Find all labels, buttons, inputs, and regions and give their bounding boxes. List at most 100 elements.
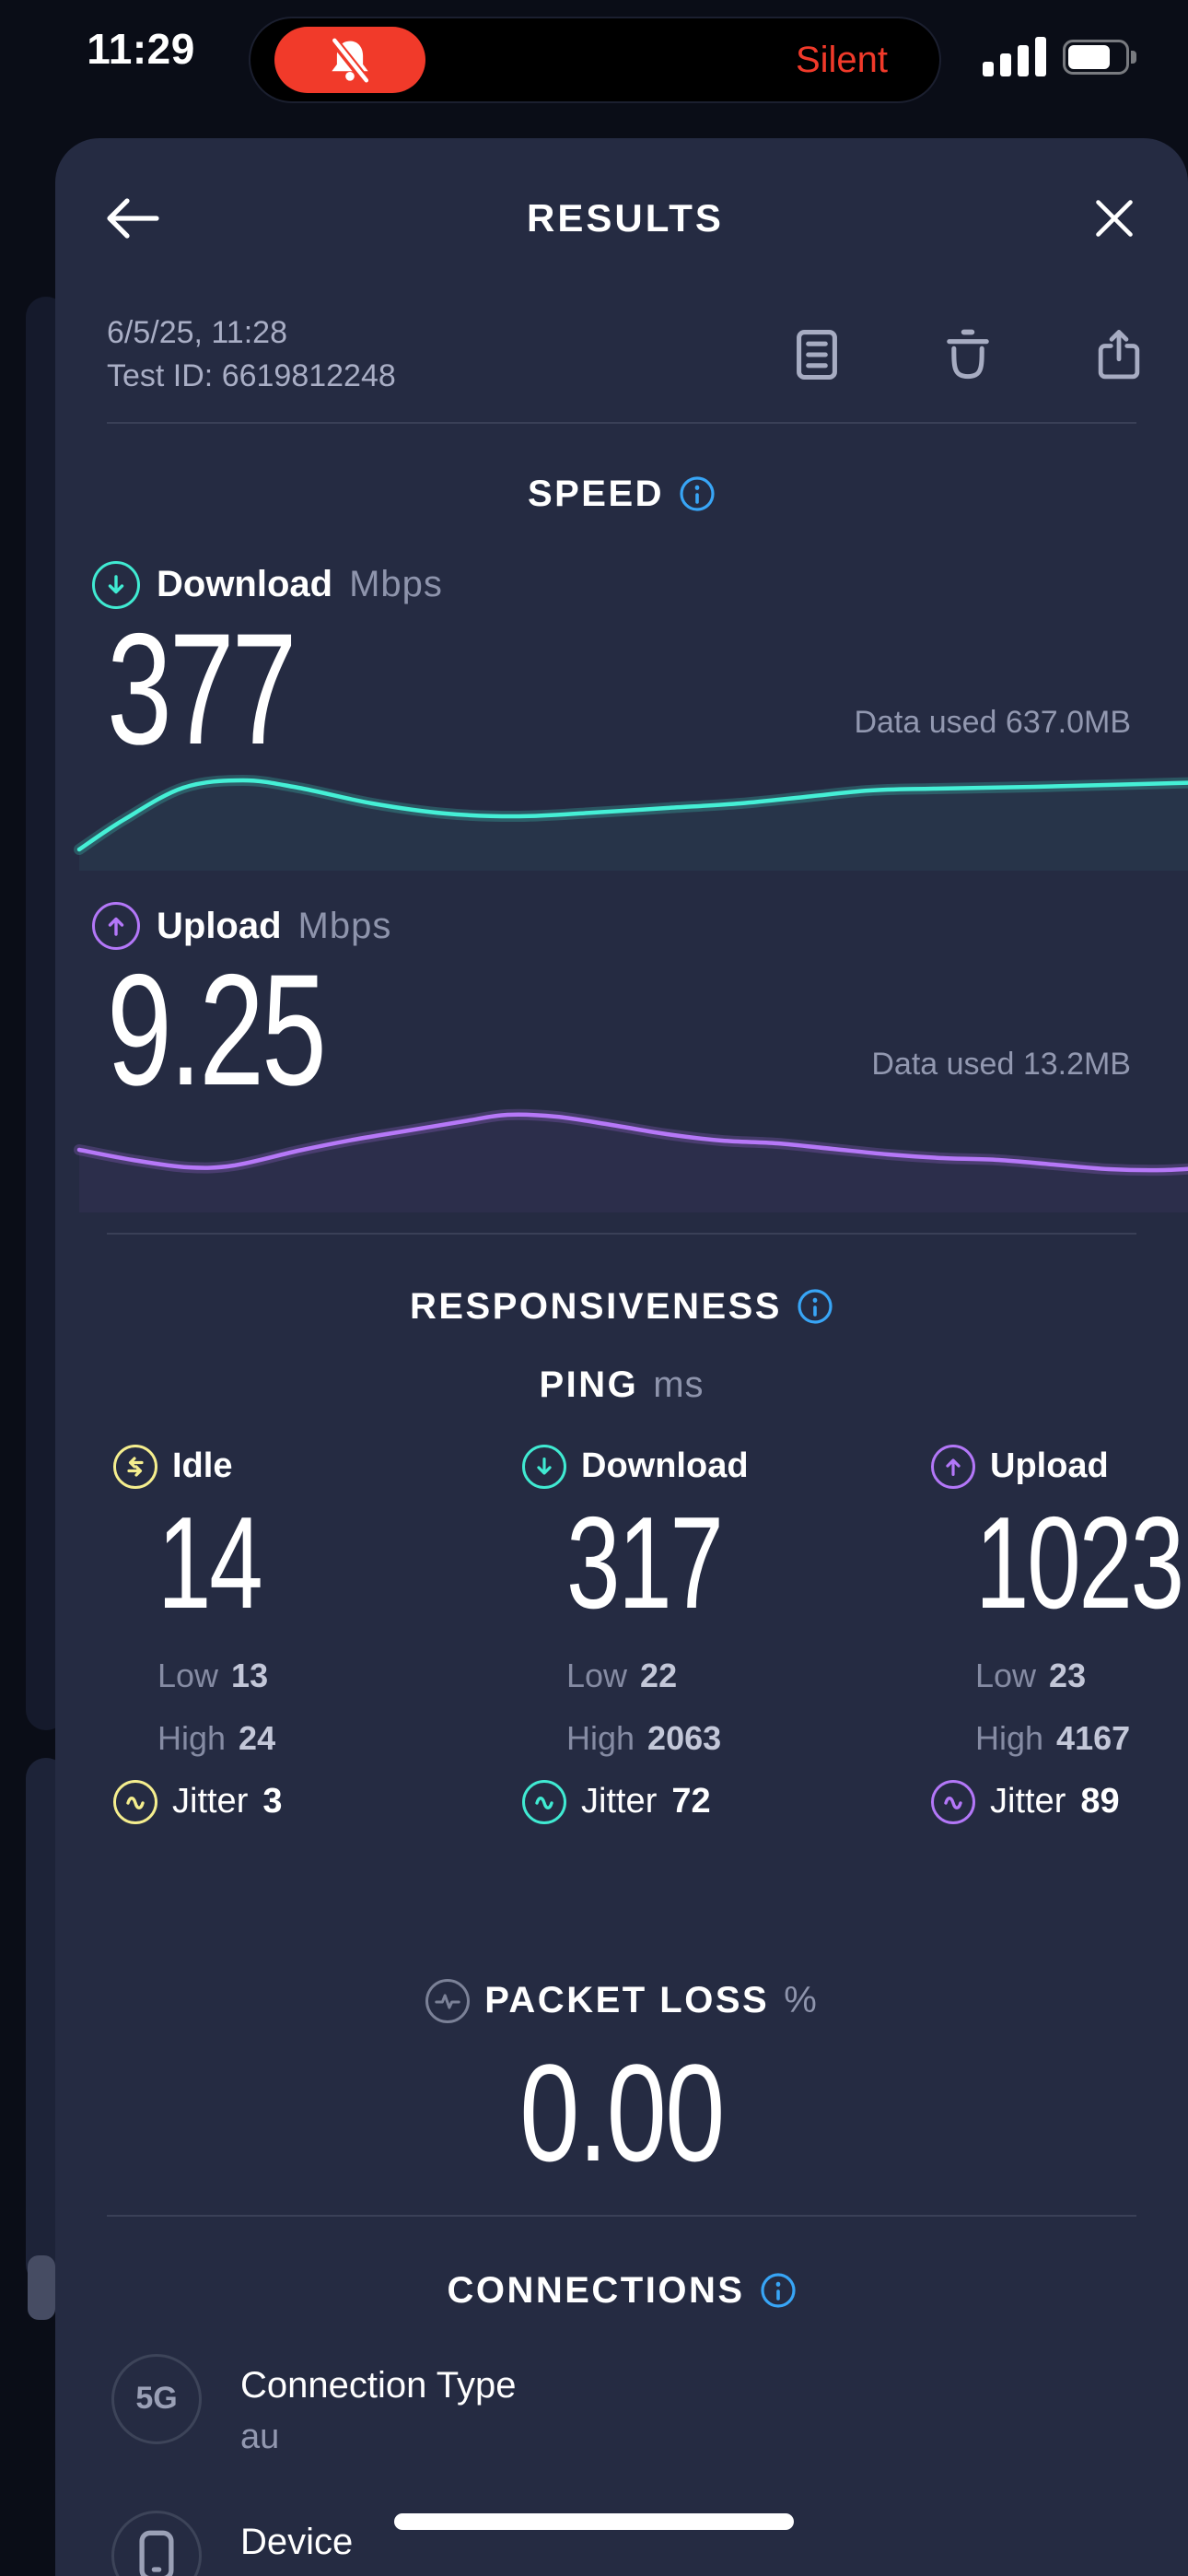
info-icon[interactable] <box>797 1288 833 1325</box>
results-header: RESULTS <box>55 138 1188 251</box>
jitter-icon <box>931 1779 975 1824</box>
upload-label: Upload <box>157 905 282 946</box>
share-icon <box>1098 329 1140 380</box>
packet-loss-value: 0.00 <box>519 2034 725 2190</box>
upload-sparkline <box>74 1108 1188 1212</box>
battery-icon <box>1063 39 1136 75</box>
cellular-signal-icon <box>983 37 1046 76</box>
upload-high-value: 4167 <box>1056 1718 1131 1757</box>
ping-title: PING ms <box>55 1364 1188 1406</box>
download-low-value: 22 <box>640 1656 678 1694</box>
ping-columns: Idle 14 Low 13 High 24 Jitter 3 <box>55 1444 1188 1824</box>
download-ping-value: 317 <box>566 1489 724 1636</box>
background-card-edge <box>28 2255 55 2320</box>
device-label: Device <box>240 2521 354 2562</box>
ping-title-label: PING <box>539 1364 639 1405</box>
download-ping-label: Download <box>581 1446 749 1486</box>
result-details-button[interactable] <box>792 327 842 382</box>
trash-icon <box>947 329 989 380</box>
device-value: iPhone 14 Pro Max <box>240 2574 538 2576</box>
download-circle-icon <box>522 1444 566 1489</box>
packet-loss-unit: % <box>784 1980 818 2021</box>
connections-title-label: CONNECTIONS <box>447 2269 745 2311</box>
low-label: Low <box>157 1656 219 1694</box>
delete-result-button[interactable] <box>943 327 993 382</box>
ping-column-idle: Idle 14 Low 13 High 24 Jitter 3 <box>113 1444 522 1824</box>
meta-actions <box>792 327 1144 382</box>
divider <box>107 2214 1136 2217</box>
jitter-label: Jitter <box>581 1782 658 1821</box>
divider <box>107 421 1136 424</box>
low-label: Low <box>566 1656 628 1694</box>
idle-icon <box>113 1444 157 1489</box>
ping-unit-label: ms <box>653 1364 705 1405</box>
close-button[interactable] <box>1089 193 1140 244</box>
upload-jitter-value: 89 <box>1080 1782 1120 1821</box>
upload-value: 9.25 <box>107 942 327 1119</box>
upload-ping-label: Upload <box>990 1446 1109 1486</box>
upload-circle-icon <box>931 1444 975 1489</box>
connection-type-label: Connection Type <box>240 2364 517 2406</box>
idle-high-value: 24 <box>239 1718 276 1757</box>
home-indicator[interactable] <box>394 2513 794 2530</box>
upload-value-row: 9.25 Data used 13.2MB <box>55 942 1188 1119</box>
download-jitter-value: 72 <box>671 1782 711 1821</box>
upload-label-row: Upload Mbps <box>55 902 1188 951</box>
high-label: High <box>157 1718 227 1757</box>
share-result-button[interactable] <box>1094 327 1144 382</box>
silent-mode-pill <box>274 27 425 93</box>
device-icon <box>111 2510 202 2576</box>
info-icon[interactable] <box>760 2272 797 2309</box>
connection-type-row: 5G Connection Type au <box>55 2353 1188 2457</box>
download-data-used: Data used 637.0MB <box>854 705 1131 741</box>
dynamic-island[interactable]: Silent <box>250 18 939 101</box>
silent-status-label: Silent <box>795 39 888 80</box>
download-value: 377 <box>107 600 297 778</box>
jitter-label: Jitter <box>172 1782 249 1821</box>
download-unit: Mbps <box>349 564 443 605</box>
upload-ping-value: 1023 <box>975 1489 1184 1636</box>
responsiveness-section-title: RESPONSIVENESS <box>55 1286 1188 1328</box>
page-title: RESULTS <box>527 196 724 240</box>
connections-section-title: CONNECTIONS <box>55 2270 1188 2312</box>
speed-section-title: SPEED <box>55 474 1188 515</box>
download-label-row: Download Mbps <box>55 560 1188 609</box>
results-card: RESULTS 6/5/25, 11:28 Test ID: 661981224… <box>55 138 1188 2576</box>
idle-ping-value: 14 <box>157 1489 263 1636</box>
packet-loss-title: PACKET LOSS % <box>55 1978 1188 2023</box>
status-indicators <box>983 37 1136 76</box>
upload-low-value: 23 <box>1049 1656 1087 1694</box>
ping-column-upload: Upload 1023 Low 23 High 4167 Jitter 89 <box>931 1444 1188 1824</box>
bell-slash-icon <box>329 36 371 84</box>
connection-type-badge: 5G <box>111 2353 202 2444</box>
status-time: 11:29 <box>87 25 195 73</box>
back-arrow-icon <box>107 198 159 239</box>
speed-title-label: SPEED <box>527 473 665 514</box>
test-id: Test ID: 6619812248 <box>107 357 396 393</box>
close-icon <box>1096 200 1133 237</box>
device-row: Device iPhone 14 Pro Max <box>55 2510 1188 2576</box>
download-sparkline <box>74 775 1188 872</box>
upload-data-used: Data used 13.2MB <box>871 1046 1131 1082</box>
packet-loss-icon <box>425 1978 471 2023</box>
high-label: High <box>566 1718 635 1757</box>
download-label: Download <box>157 564 333 605</box>
info-icon[interactable] <box>679 475 716 512</box>
back-button[interactable] <box>103 189 162 248</box>
upload-unit: Mbps <box>297 905 392 946</box>
test-date: 6/5/25, 11:28 <box>107 315 287 350</box>
jitter-icon <box>113 1779 157 1824</box>
test-meta: 6/5/25, 11:28 Test ID: 6619812248 <box>107 311 396 398</box>
idle-low-value: 13 <box>231 1656 269 1694</box>
idle-label: Idle <box>172 1446 233 1486</box>
connection-type-value: au <box>240 2417 280 2456</box>
download-high-value: 2063 <box>647 1718 722 1757</box>
test-meta-row: 6/5/25, 11:28 Test ID: 6619812248 <box>107 311 1151 398</box>
jitter-label: Jitter <box>990 1782 1066 1821</box>
high-label: High <box>975 1718 1044 1757</box>
download-value-row: 377 Data used 637.0MB <box>55 600 1188 778</box>
download-circle-icon <box>92 560 140 609</box>
packet-loss-label: PACKET LOSS <box>484 1980 770 2021</box>
low-label: Low <box>975 1656 1037 1694</box>
